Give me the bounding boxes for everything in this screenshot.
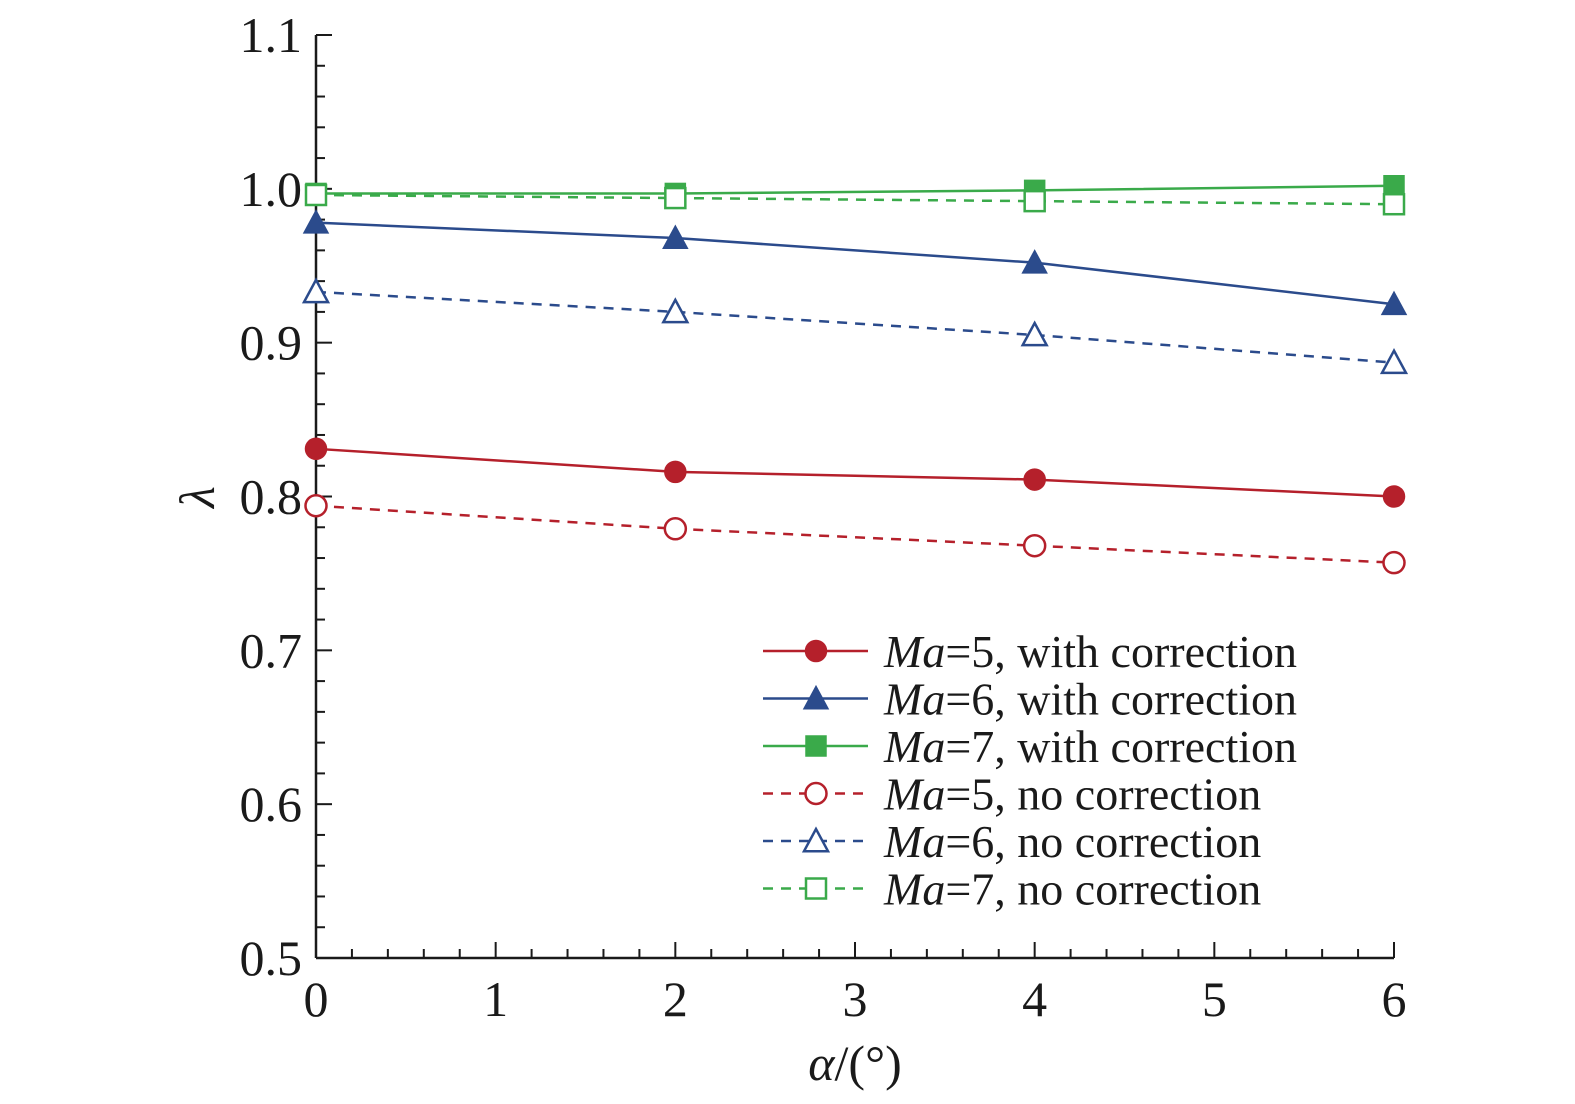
x-tick-label: 5 <box>1202 971 1227 1027</box>
data-point-marker <box>661 297 690 324</box>
data-point-marker <box>662 224 689 250</box>
data-point-marker <box>1383 175 1405 197</box>
series-line <box>316 184 1395 195</box>
series-line <box>315 504 1395 564</box>
legend-label-rest: =7, no correction <box>945 864 1261 915</box>
series-3 <box>305 175 1405 205</box>
series-1 <box>304 437 1406 508</box>
data-point-marker <box>302 209 330 234</box>
legend-label: Ma=6, no correction <box>883 816 1261 867</box>
series-line <box>315 447 1395 498</box>
legend-label: Ma=6, with correction <box>883 674 1297 725</box>
y-tick-label: 0.8 <box>240 469 303 525</box>
y-tick-label: 0.6 <box>240 776 303 832</box>
series-5 <box>301 277 1409 375</box>
series-line <box>315 193 1395 206</box>
y-axis-label: λ <box>169 486 225 510</box>
series-4 <box>304 493 1406 575</box>
series-line <box>315 221 1395 306</box>
x-axis-label: α/(°) <box>808 1035 901 1091</box>
x-tick-label: 4 <box>1022 971 1047 1027</box>
series-line <box>315 290 1395 364</box>
series-6 <box>304 183 1406 216</box>
legend-label-rest: =5, with correction <box>945 626 1297 677</box>
legend-item: Ma=6, no correction <box>763 816 1261 867</box>
data-point-marker <box>301 277 331 304</box>
x-tick-label: 2 <box>663 971 688 1027</box>
legend-label-var: Ma <box>883 769 945 820</box>
legend-label: Ma=7, no correction <box>883 864 1261 915</box>
data-point-marker <box>1022 533 1047 558</box>
legend-label-var: Ma <box>883 674 945 725</box>
x-tick-label: 0 <box>304 971 329 1027</box>
legend-marker <box>805 735 827 757</box>
data-point-marker <box>664 460 687 484</box>
legend-label-rest: =5, no correction <box>945 769 1261 820</box>
data-point-marker <box>1379 348 1409 375</box>
data-point-marker <box>1380 290 1408 316</box>
legend-item: Ma=5, with correction <box>763 626 1297 677</box>
data-point-marker <box>1382 192 1406 216</box>
y-tick-label: 0.5 <box>240 930 303 986</box>
legend-label: Ma=5, no correction <box>883 769 1261 820</box>
x-axis-label-unit: /(°) <box>835 1035 902 1091</box>
data-point-marker <box>664 186 687 210</box>
data-point-marker <box>1382 485 1406 508</box>
x-tick-label: 1 <box>483 971 508 1027</box>
data-point-marker <box>304 493 328 518</box>
legend-label: Ma=7, with correction <box>883 721 1297 772</box>
axes: 0.5 0.6 0.7 0.8 0.9 1.0 1.1 0 1 2 3 4 5 6 <box>240 7 1407 1027</box>
legend-item: Ma=7, with correction <box>763 721 1297 772</box>
legend-item: Ma=6, with correction <box>763 674 1297 725</box>
legend-label-var: Ma <box>883 721 945 772</box>
data-point-marker <box>1021 249 1048 274</box>
legend-marker <box>804 781 828 806</box>
legend-label-rest: =6, no correction <box>945 816 1261 867</box>
legend-label-var: Ma <box>883 864 945 915</box>
legend-marker <box>802 684 830 710</box>
data-point-marker <box>1023 468 1046 491</box>
legend-marker <box>801 826 831 853</box>
y-tick-label: 1.1 <box>240 7 303 63</box>
data-point-marker <box>1382 550 1406 575</box>
x-tick-label: 3 <box>843 971 868 1027</box>
data-point-marker <box>1020 320 1049 347</box>
series-layer <box>301 175 1409 575</box>
y-tick-label: 0.9 <box>240 315 303 371</box>
data-point-marker <box>663 517 688 541</box>
legend-marker <box>804 877 828 900</box>
data-point-marker <box>304 437 328 461</box>
y-tick-label: 1.0 <box>240 161 303 217</box>
data-point-marker <box>1023 189 1046 213</box>
legend-item: Ma=5, no correction <box>763 769 1261 820</box>
legend-item: Ma=7, no correction <box>763 864 1261 915</box>
legend-label-var: Ma <box>883 626 945 677</box>
legend-marker <box>804 639 828 663</box>
series-2 <box>302 209 1408 316</box>
legend-label-rest: =6, with correction <box>945 674 1297 725</box>
legend-label: Ma=5, with correction <box>883 626 1297 677</box>
x-axis-label-symbol: α <box>808 1035 836 1091</box>
y-tick-label: 0.7 <box>240 622 303 678</box>
data-point-marker <box>304 183 328 207</box>
legend-label-var: Ma <box>883 816 945 867</box>
legend-label-rest: =7, with correction <box>945 721 1297 772</box>
x-tick-label: 6 <box>1382 971 1407 1027</box>
